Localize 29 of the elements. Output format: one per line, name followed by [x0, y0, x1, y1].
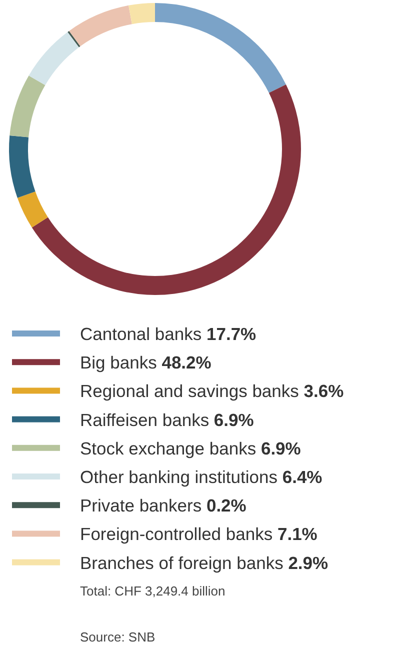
donut-slice [155, 3, 286, 93]
text: Total: CHF 3,249.4 billion [80, 583, 226, 598]
data-label: 17.7% [202, 324, 257, 344]
data-label: 0.2% [202, 496, 247, 516]
legend-label: Cantonal banks [80, 324, 202, 344]
donut-slice [28, 32, 79, 86]
legend-label: Foreign-controlled banks [80, 524, 273, 544]
donut-slice [68, 30, 80, 48]
legend-label: Big banks [80, 352, 158, 373]
donut-slice [69, 5, 132, 46]
data-label: 3.6% [298, 381, 344, 402]
donut-slice [17, 191, 48, 228]
legend-label: Raiffeisen banks [80, 410, 210, 430]
data-label: 6.9% [256, 438, 302, 458]
legend-label: Other banking institutions [80, 467, 278, 487]
data-label: 2.9% [283, 552, 329, 573]
donut-slice [32, 84, 301, 295]
legend-label: Regional and savings banks [80, 381, 300, 402]
donut-slice [9, 135, 36, 198]
data-label: 7.1% [272, 524, 318, 544]
donut-slice [128, 3, 155, 24]
source-note: Source: SNB [80, 629, 156, 644]
donut-slice [10, 76, 46, 138]
legend-label: Stock exchange banks [80, 438, 256, 458]
data-label: 48.2% [156, 352, 212, 373]
data-label: 6.9% [209, 410, 254, 430]
legend-label: Private bankers [80, 496, 202, 516]
data-label: 6.4% [277, 467, 323, 487]
legend-label: Branches of foreign banks [80, 552, 284, 573]
